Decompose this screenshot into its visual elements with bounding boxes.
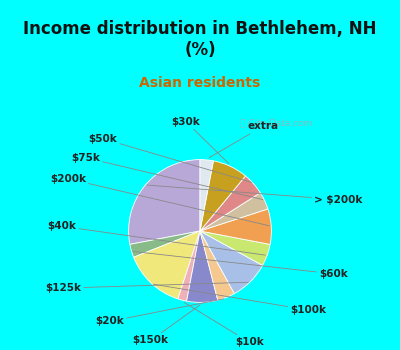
Text: > $200k: > $200k <box>147 185 363 205</box>
Text: $60k: $60k <box>133 252 348 279</box>
Wedge shape <box>200 193 268 231</box>
Text: Income distribution in Bethlehem, NH
(%): Income distribution in Bethlehem, NH (%) <box>23 20 377 59</box>
Text: $20k: $20k <box>95 299 224 327</box>
Text: extra: extra <box>209 121 279 158</box>
Wedge shape <box>200 231 270 265</box>
Wedge shape <box>200 209 271 244</box>
Wedge shape <box>200 231 262 294</box>
Text: $10k: $10k <box>184 302 264 348</box>
Wedge shape <box>129 160 200 244</box>
Text: ⓘ City-Data.com: ⓘ City-Data.com <box>240 119 312 128</box>
Text: $30k: $30k <box>171 117 229 163</box>
Text: $40k: $40k <box>47 221 265 255</box>
Wedge shape <box>130 231 200 257</box>
Text: $75k: $75k <box>71 153 263 199</box>
Wedge shape <box>178 231 200 301</box>
Bar <box>43 83 48 350</box>
Text: $100k: $100k <box>153 284 326 315</box>
Text: $125k: $125k <box>45 282 248 293</box>
Wedge shape <box>200 161 246 231</box>
Text: Asian residents: Asian residents <box>139 76 261 90</box>
Wedge shape <box>200 160 213 231</box>
Wedge shape <box>187 231 218 302</box>
Text: $150k: $150k <box>132 305 200 345</box>
Wedge shape <box>134 231 200 299</box>
Text: $200k: $200k <box>50 174 270 226</box>
Wedge shape <box>200 176 260 231</box>
Text: $50k: $50k <box>88 134 252 182</box>
Bar <box>343 83 348 350</box>
Wedge shape <box>200 231 234 300</box>
